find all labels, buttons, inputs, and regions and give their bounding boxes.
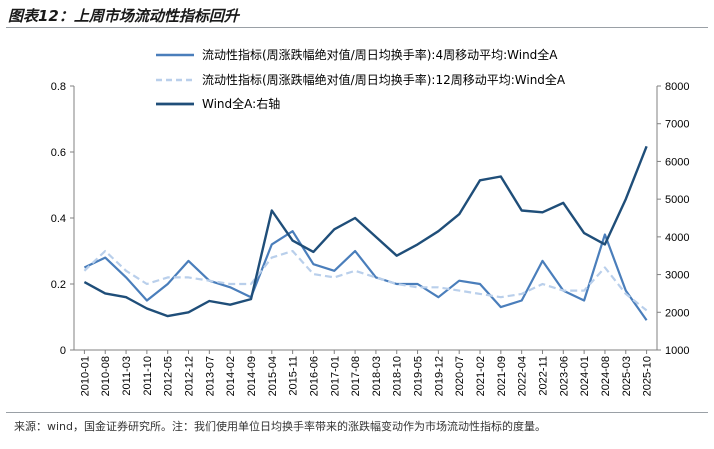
- left-tick-label: 0.4: [51, 213, 66, 225]
- series-line-2: [83, 249, 648, 312]
- chart-series-lines: [83, 145, 648, 321]
- legend-label-1: 流动性指标(周涨跌幅绝对值/周日均换手率):4周移动平均:Wind全A: [202, 47, 558, 62]
- x-tick-label: 2015-11: [288, 356, 300, 396]
- x-tick-label: 2017-01: [329, 356, 341, 396]
- x-tick-label: 2016-06: [308, 356, 320, 396]
- legend-label-3: Wind全A:右轴: [202, 96, 280, 111]
- x-tick-label: 2012-05: [163, 356, 175, 396]
- x-tick-label: 2024-08: [600, 356, 612, 396]
- x-tick-label: 2022-04: [517, 356, 529, 396]
- source-rule: [6, 412, 708, 413]
- x-tick-label: 2022-11: [537, 356, 549, 396]
- series-line-3: [83, 145, 648, 318]
- x-tick-label: 2011-10: [142, 356, 154, 396]
- x-tick-label: 2021-09: [496, 356, 508, 396]
- x-tick-label: 2017-08: [350, 356, 362, 396]
- x-tick-label: 2025-03: [621, 356, 633, 396]
- left-tick-label: 0.2: [51, 279, 66, 291]
- x-tick-label: 2010-01: [79, 356, 91, 396]
- right-tick-label: 2000: [665, 307, 689, 319]
- x-tick-label: 2014-02: [225, 356, 237, 396]
- chart-legend: 流动性指标(周涨跌幅绝对值/周日均换手率):4周移动平均:Wind全A 流动性指标…: [156, 47, 566, 111]
- x-tick-label: 2015-04: [267, 356, 279, 396]
- x-tick-label: 2018-10: [392, 356, 404, 396]
- x-tick-label: 2024-01: [579, 356, 591, 396]
- x-tick-label: 2025-10: [642, 356, 654, 396]
- title-rule: [6, 27, 708, 28]
- right-tick-label: 7000: [665, 119, 689, 131]
- x-tick-label: 2020-07: [454, 356, 466, 396]
- x-tick-label: 2019-05: [413, 356, 425, 396]
- chart-axes: 0 0.2 0.4 0.6 0.8 1000 2000 3000 4000 5000 6000 700…: [51, 81, 690, 396]
- right-tick-label: 8000: [665, 81, 689, 93]
- right-tick-label: 6000: [665, 156, 689, 168]
- x-tick-label: 2011-03: [121, 356, 133, 396]
- x-tick-label: 2019-12: [433, 356, 445, 396]
- series-line-1: [83, 230, 648, 321]
- left-tick-label: 0.6: [51, 147, 66, 159]
- figure-source-note: 来源：wind，国金证券研究所。注：我们使用单位日均换手率带来的涨跌幅变动作为市…: [14, 420, 547, 433]
- right-tick-label: 5000: [665, 194, 689, 206]
- x-tick-label: 2021-02: [475, 356, 487, 396]
- legend-label-2: 流动性指标(周涨跌幅绝对值/周日均换手率):12周移动平均:Wind全A: [202, 72, 566, 87]
- x-tick-label: 2014-09: [246, 356, 258, 396]
- line-chart: 0 0.2 0.4 0.6 0.8 1000 2000 3000 4000 5000 6000 700…: [51, 47, 690, 396]
- left-tick-label: 0.8: [51, 81, 66, 93]
- x-tick-label: 2023-06: [558, 356, 570, 396]
- x-tick-label: 2013-07: [204, 356, 216, 396]
- x-tick-label: 2010-08: [100, 356, 112, 396]
- x-tick-label: 2012-12: [184, 356, 196, 396]
- figure-title: 图表12：上周市场流动性指标回升: [8, 7, 239, 25]
- x-tick-label: 2018-03: [371, 356, 383, 396]
- right-tick-label: 3000: [665, 270, 689, 282]
- left-tick-label: 0: [60, 345, 66, 357]
- right-tick-label: 4000: [665, 232, 689, 244]
- right-tick-label: 1000: [665, 345, 689, 357]
